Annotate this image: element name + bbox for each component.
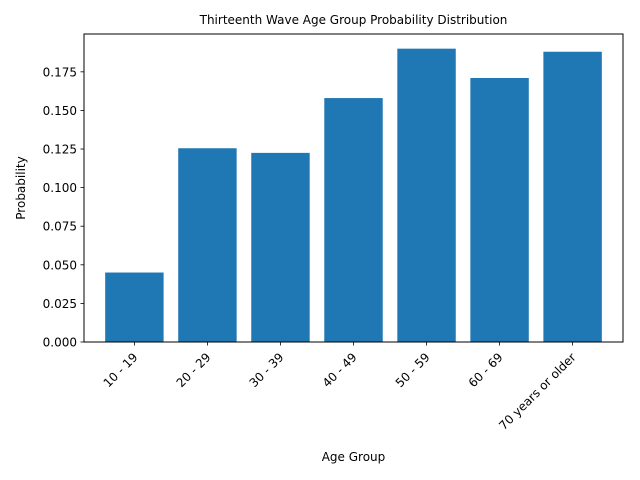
y-tick-label: 0.000	[43, 336, 77, 350]
bar-3	[324, 98, 383, 342]
bar-6	[543, 51, 602, 342]
y-tick-label: 0.125	[43, 143, 77, 157]
bars-group	[105, 48, 602, 343]
bar-5	[470, 78, 529, 342]
bar-0	[105, 272, 164, 342]
y-tick-label: 0.100	[43, 181, 77, 195]
bar-1	[178, 148, 237, 342]
y-axis: 0.000 0.025 0.050 0.075 0.100 0.125 0.150 0.175	[43, 65, 84, 350]
x-axis-label: Age Group	[322, 450, 386, 464]
bar-2	[251, 152, 310, 342]
y-tick-label: 0.075	[43, 220, 77, 234]
y-tick-label: 0.175	[43, 65, 77, 79]
bar-4	[397, 48, 456, 343]
y-axis-label: Probability	[14, 156, 28, 219]
y-tick-label: 0.050	[43, 258, 77, 272]
y-tick-label: 0.025	[43, 297, 77, 311]
plot-frame	[83, 33, 624, 343]
y-tick-label: 0.150	[43, 104, 77, 118]
chart-title: Thirteenth Wave Age Group Probability Di…	[199, 13, 508, 27]
